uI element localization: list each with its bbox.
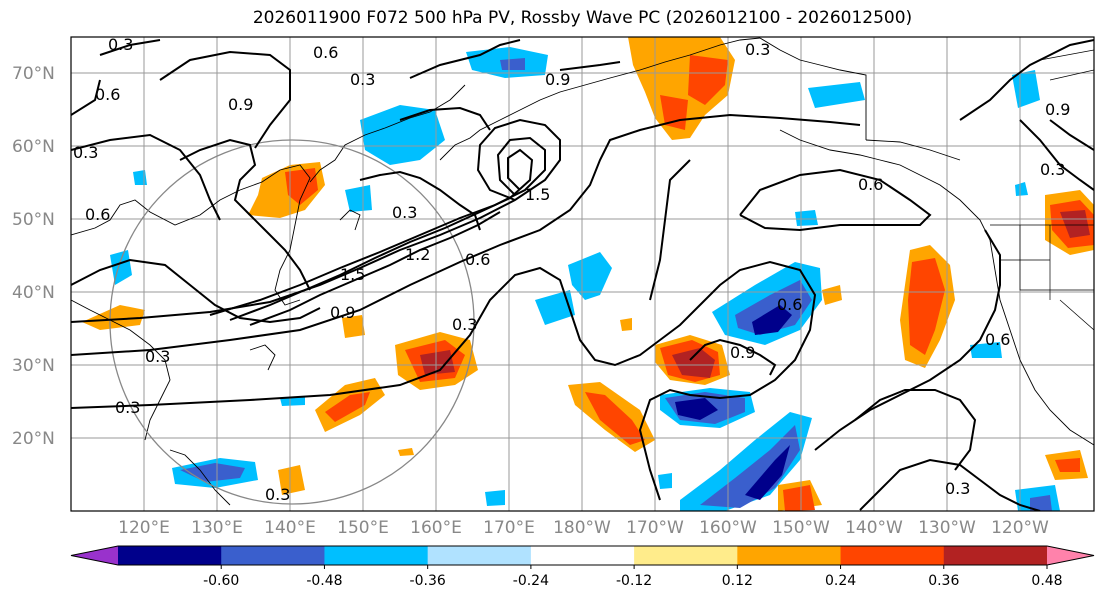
- lon-label: 120°W: [991, 518, 1049, 538]
- colorbar-segment: [324, 546, 429, 565]
- lon-label: 150°W: [772, 518, 830, 538]
- contour-label: 0.6: [985, 330, 1010, 349]
- longitude-labels: 120°E 130°E 140°E 150°E 160°E 170°E 180°…: [118, 518, 1049, 538]
- colorbar-segment: [737, 546, 842, 565]
- colorbar-tick-label: -0.36: [410, 573, 446, 589]
- colorbar-segment: [221, 546, 325, 565]
- lat-label: 50°N: [12, 210, 55, 230]
- colorbar-segment: [634, 546, 738, 565]
- pv-contours: [71, 39, 1094, 511]
- contour-label: 0.6: [858, 175, 883, 194]
- colorbar-tick-label: 0.36: [928, 573, 959, 589]
- contour-label: 0.3: [145, 347, 170, 366]
- colorbar-segment: [530, 546, 635, 565]
- colorbar-segment: [427, 546, 532, 565]
- contour-label: 0.9: [330, 303, 355, 322]
- contour-label: 0.6: [85, 205, 110, 224]
- contour-label: 0.3: [73, 143, 98, 162]
- us-state-borders: [990, 49, 1094, 331]
- coastlines: [71, 37, 1094, 506]
- contour-label: 0.3: [745, 40, 770, 59]
- colorbar-tick-label: -0.48: [306, 573, 342, 589]
- contour-label: 0.9: [545, 70, 570, 89]
- colorbar-tick-label: -0.24: [513, 573, 549, 589]
- contour-labels: 0.3 0.6 0.3 0.9 0.6 0.9 0.3 0.6 1.5 0.3 …: [73, 35, 1070, 504]
- contour-label: 0.3: [115, 398, 140, 417]
- map-frame: [70, 36, 1095, 512]
- contour-label: 0.6: [95, 85, 120, 104]
- lon-label: 130°E: [191, 518, 243, 538]
- contour-label: 0.3: [350, 70, 375, 89]
- latitude-labels: 70°N 60°N 50°N 40°N 30°N 20°N: [12, 64, 55, 449]
- lon-label: 170°W: [626, 518, 684, 538]
- contour-label: 0.3: [392, 203, 417, 222]
- lon-label: 120°E: [118, 518, 170, 538]
- contour-label: 1.5: [525, 185, 550, 204]
- colorbar-tick-label: 0.24: [825, 573, 856, 589]
- highlight-circle: [109, 139, 475, 505]
- lon-label: 160°E: [410, 518, 462, 538]
- colorbar-extend-min: [71, 546, 118, 565]
- colorbar-segment: [943, 546, 1048, 565]
- lon-label: 150°E: [337, 518, 389, 538]
- contour-label: 0.3: [452, 315, 477, 334]
- colorbar-outline: [70, 545, 1095, 566]
- colorbar: -0.60 -0.48 -0.36 -0.24 -0.12 0.12 0.24 0.36 0.4…: [70, 545, 1095, 589]
- contour-label: 0.9: [730, 343, 755, 362]
- lat-label: 40°N: [12, 283, 55, 303]
- lon-label: 160°W: [699, 518, 757, 538]
- contour-label: 0.6: [465, 250, 490, 269]
- map-area: 0.3 0.6 0.3 0.9 0.6 0.9 0.3 0.6 1.5 0.3 …: [71, 35, 1094, 511]
- contour-label: 0.3: [1040, 160, 1065, 179]
- lon-label: 130°W: [918, 518, 976, 538]
- colorbar-tick-label: 0.12: [722, 573, 753, 589]
- lon-label: 140°E: [264, 518, 316, 538]
- contour-label: 0.9: [1045, 100, 1070, 119]
- contour-label: 1.2: [405, 245, 430, 264]
- colorbar-segment: [840, 546, 945, 565]
- lat-label: 60°N: [12, 137, 55, 157]
- contour-label: 0.9: [228, 95, 253, 114]
- contour-label: 0.3: [945, 479, 970, 498]
- contour-label: 0.3: [108, 35, 133, 54]
- lat-label: 20°N: [12, 429, 55, 449]
- colorbar-segment: [118, 546, 222, 565]
- lon-label: 170°E: [483, 518, 535, 538]
- map-title: 2026011900 F072 500 hPa PV, Rossby Wave …: [252, 8, 913, 28]
- lon-label: 140°W: [845, 518, 903, 538]
- contour-label: 0.6: [313, 43, 338, 62]
- lat-label: 70°N: [12, 64, 55, 84]
- colorbar-tick-label: 0.48: [1031, 573, 1062, 589]
- contour-label: 0.3: [265, 485, 290, 504]
- gridlines: [71, 37, 1094, 511]
- colorbar-tick-label: -0.12: [616, 573, 652, 589]
- colorbar-tick-label: -0.60: [203, 573, 239, 589]
- colorbar-extend-max: [1047, 546, 1094, 565]
- contour-label: 1.5: [340, 265, 365, 284]
- lon-label: 180°W: [553, 518, 611, 538]
- contour-label: 0.6: [777, 295, 802, 314]
- lat-label: 30°N: [12, 356, 55, 376]
